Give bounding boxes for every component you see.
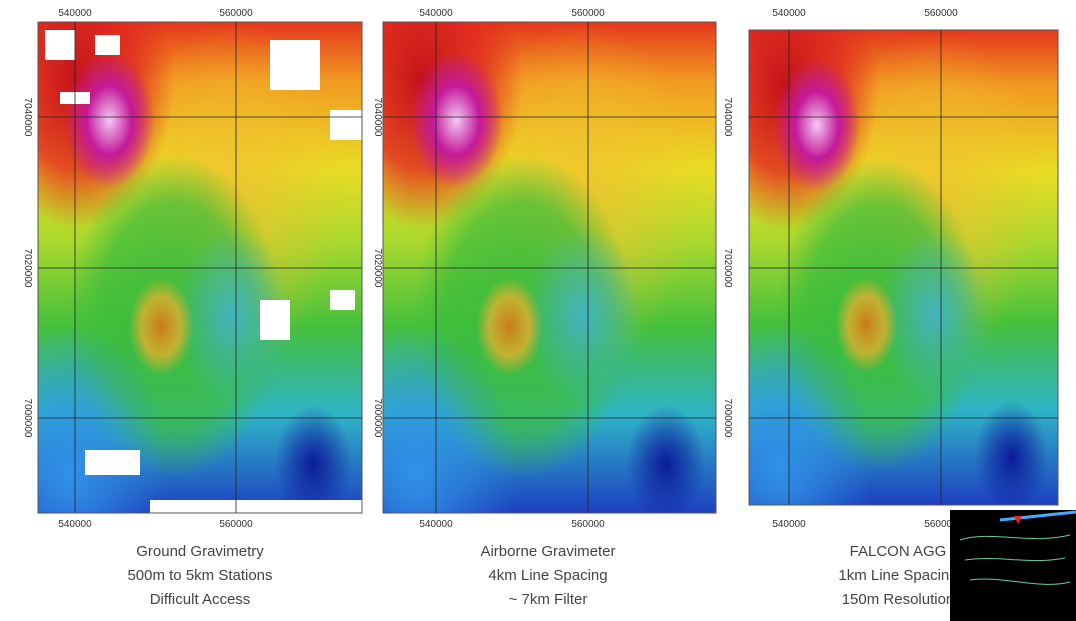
data-gap (330, 290, 355, 310)
data-gap (45, 30, 75, 60)
caption-line: 150m Resolution (842, 591, 955, 608)
y-tick-label: 7000000 (722, 399, 733, 438)
y-tick-label: 7040000 (372, 98, 383, 137)
x-tick-label: 540000 (772, 519, 806, 530)
map-panel (383, 22, 716, 513)
map-layer (749, 30, 1058, 505)
x-tick-label: 560000 (571, 519, 605, 530)
caption-line: 1km Line Spacing (838, 567, 957, 584)
map-panels: 540000 560000 540000 560000 7040000 7020000 70… (22, 8, 1058, 608)
x-tick-label: 540000 (419, 519, 453, 530)
x-tick-label: 540000 (772, 8, 806, 19)
data-gap (260, 300, 290, 340)
x-tick-label: 560000 (571, 8, 605, 19)
figure: 540000 560000 540000 560000 7040000 7020000 70… (0, 0, 1076, 621)
caption-line: Ground Gravimetry (136, 543, 264, 560)
data-gap (150, 500, 362, 513)
data-gap (270, 40, 320, 90)
caption-line: FALCON AGG (850, 543, 947, 560)
x-tick-label: 560000 (219, 519, 253, 530)
inset (950, 510, 1076, 621)
data-gap (95, 35, 120, 55)
caption-line: Difficult Access (150, 591, 251, 608)
caption-line: ~ 7km Filter (509, 591, 588, 608)
y-tick-label: 7020000 (372, 249, 383, 288)
y-tick-label: 7040000 (722, 98, 733, 137)
x-tick-label: 560000 (924, 8, 958, 19)
y-tick-label: 7000000 (372, 399, 383, 438)
map-panel (749, 30, 1058, 505)
map-panel (38, 22, 362, 513)
y-tick-label: 7040000 (22, 98, 33, 137)
y-tick-label: 7000000 (22, 399, 33, 438)
x-tick-label: 540000 (419, 8, 453, 19)
x-tick-label: 560000 (219, 8, 253, 19)
data-gap (330, 110, 362, 140)
x-tick-label: 540000 (58, 8, 92, 19)
x-tick-label: 540000 (58, 519, 92, 530)
y-tick-label: 7020000 (22, 249, 33, 288)
map-layer (383, 22, 716, 513)
caption-line: Airborne Gravimeter (480, 543, 615, 560)
y-tick-label: 7020000 (722, 249, 733, 288)
data-gap (85, 450, 140, 475)
caption-line: 4km Line Spacing (488, 567, 607, 584)
caption-line: 500m to 5km Stations (127, 567, 272, 584)
